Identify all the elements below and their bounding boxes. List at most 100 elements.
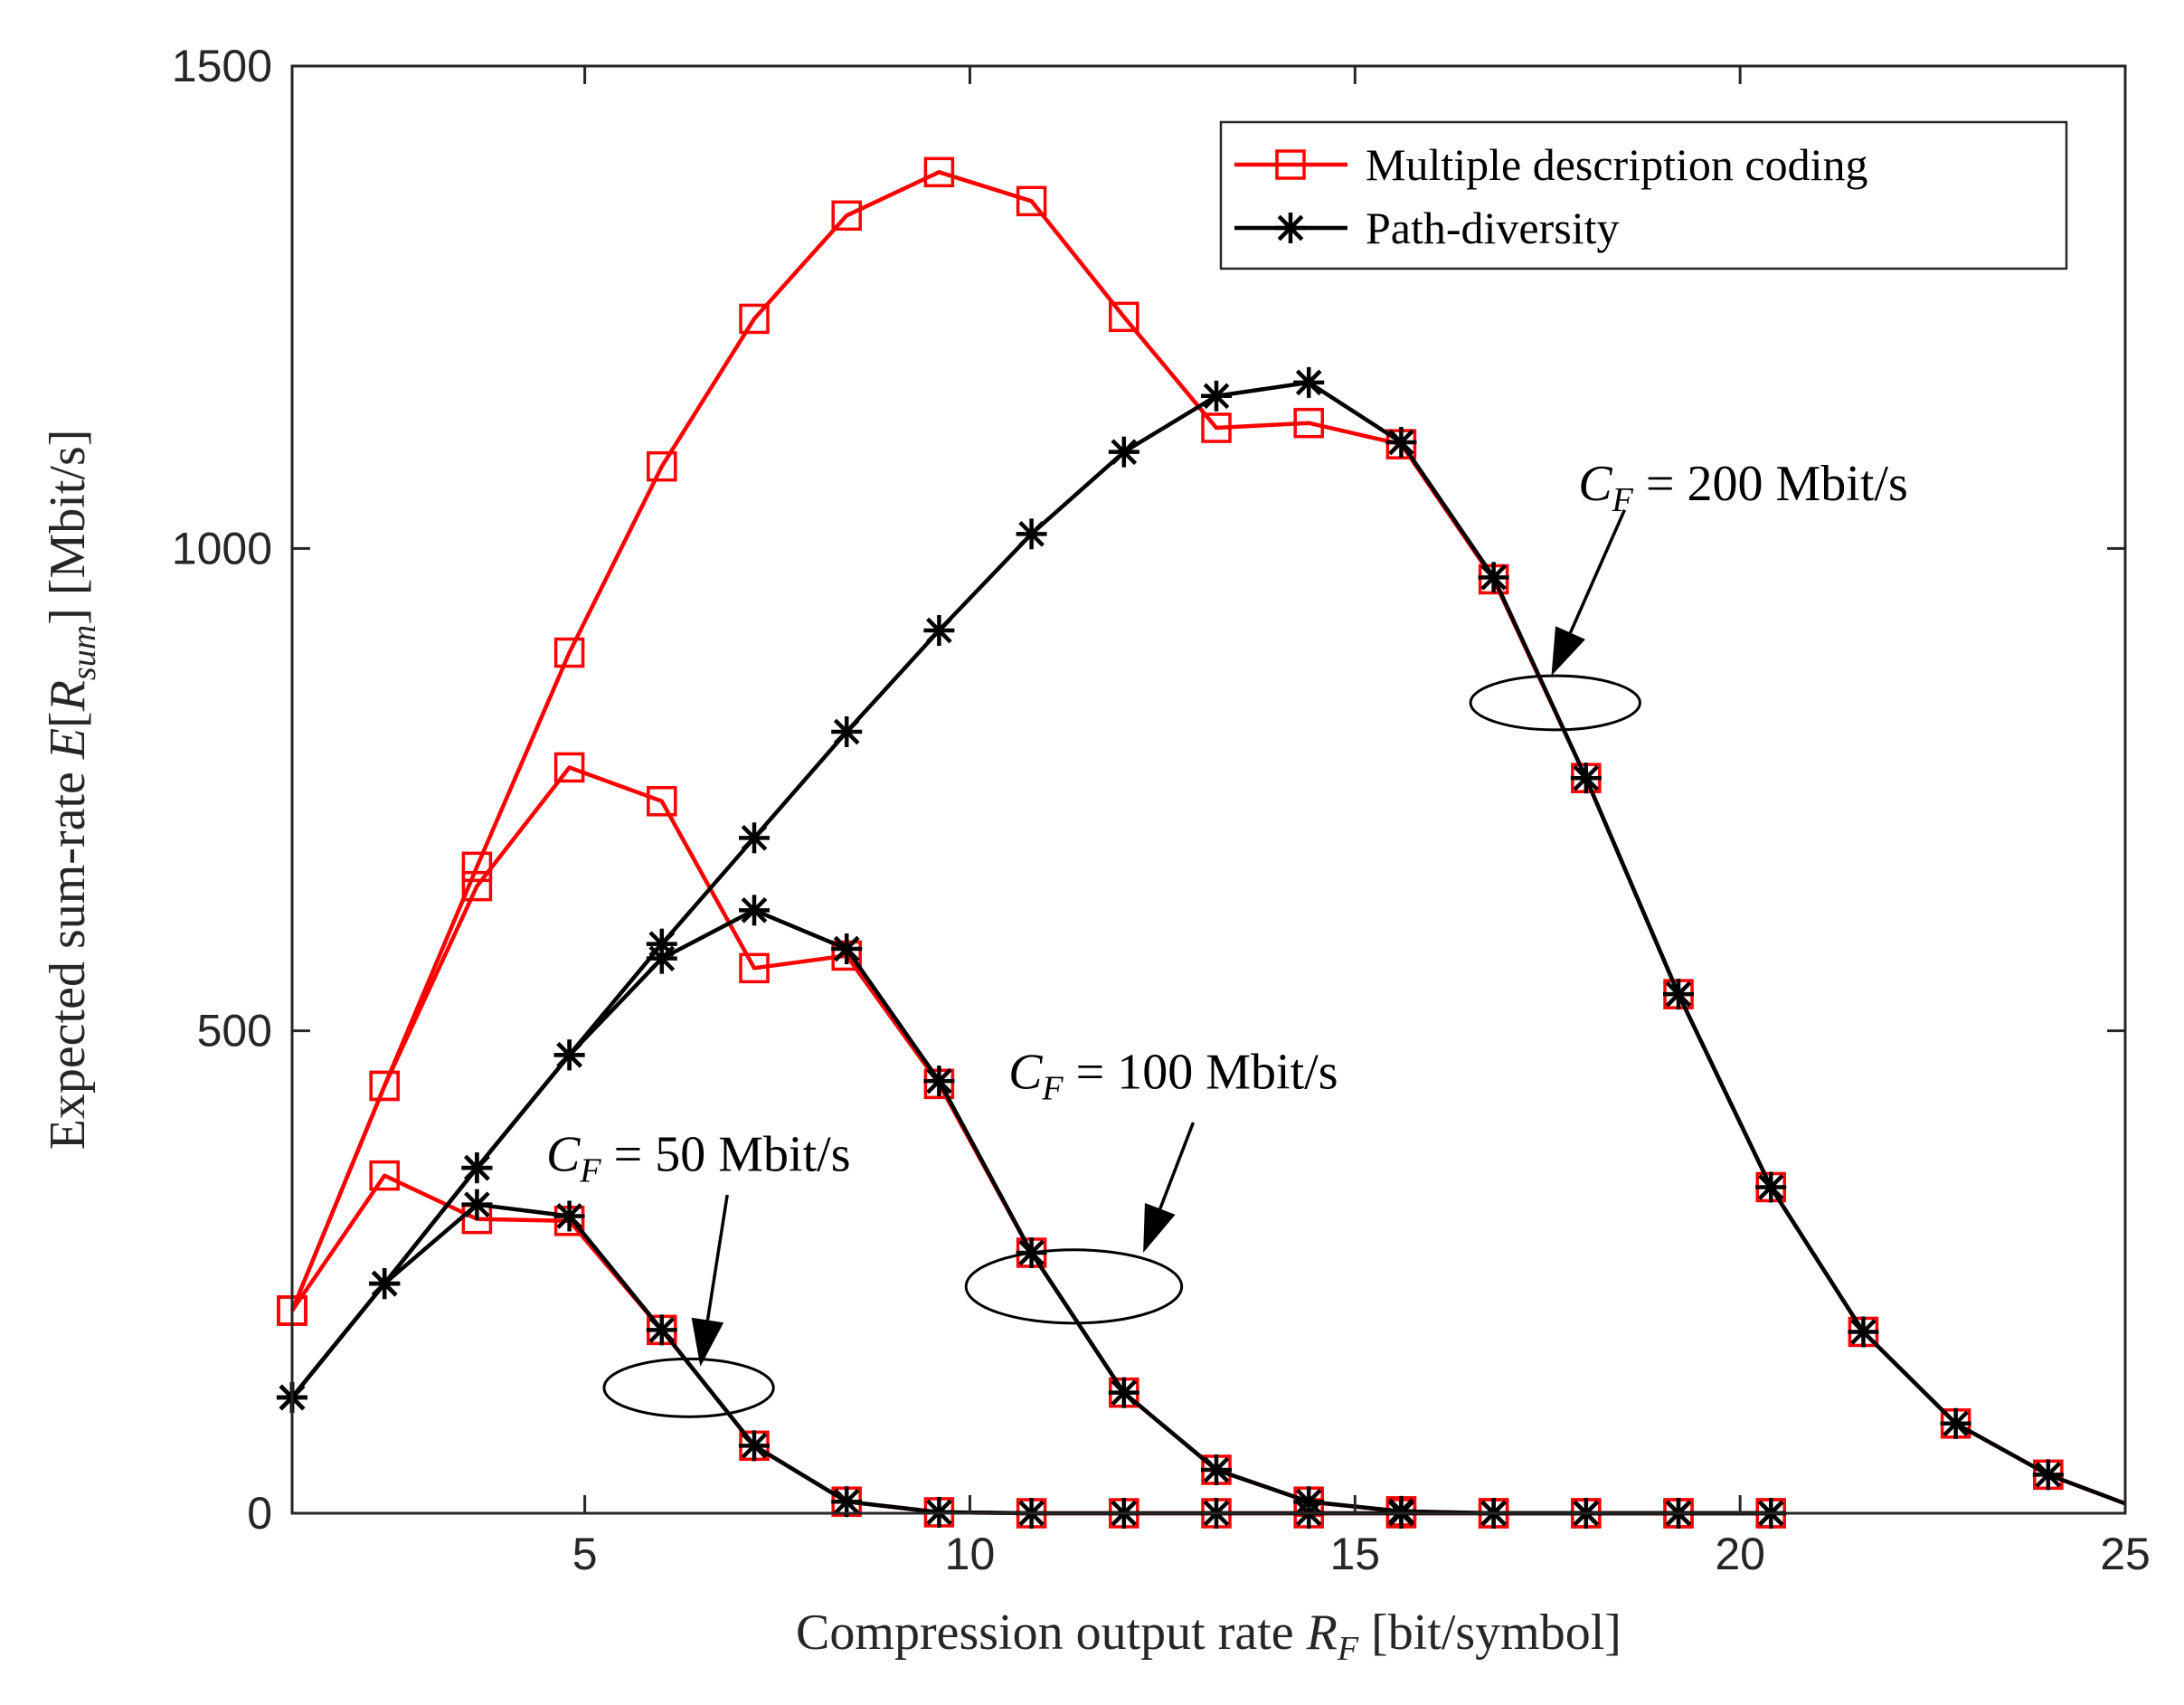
data-point xyxy=(2032,1459,2064,1491)
asterisk-stroke xyxy=(2035,1461,2062,1488)
data-point xyxy=(646,1314,677,1346)
data-point xyxy=(461,1189,493,1220)
annotation-arrow-head xyxy=(1143,1203,1176,1253)
asterisk-stroke xyxy=(1018,520,1045,547)
annotation-arrow-head xyxy=(691,1317,724,1367)
asterisk-stroke xyxy=(371,1270,398,1297)
annotation-arrow-shaft xyxy=(705,1194,729,1321)
annotation-layer: CF = 50 Mbit/sCF = 100 Mbit/sCF = 200 Mb… xyxy=(546,456,1908,1418)
legend-entries: Multiple description coding Path-diversit… xyxy=(1234,139,1867,253)
asterisk-stroke xyxy=(1388,429,1414,456)
asterisk-stroke xyxy=(1943,1410,1969,1437)
asterisk-stroke xyxy=(464,1191,490,1218)
data-point xyxy=(923,156,955,188)
asterisk-stroke xyxy=(833,1488,860,1515)
asterisk-stroke xyxy=(1295,369,1322,396)
y-axis-label-close: ] xyxy=(40,608,96,625)
data-point xyxy=(1109,301,1139,333)
data-point xyxy=(1478,562,1509,593)
data-point xyxy=(739,822,771,854)
y-tick-label: 1000 xyxy=(172,523,272,573)
asterisk-stroke xyxy=(1480,564,1507,591)
annotation-symbol: C xyxy=(546,1126,581,1182)
x-axis-label: Compression output rate RF [bit/symbol] xyxy=(796,1605,1621,1668)
y-axis-label: Expected sum-rate E[Rsum] [Mbit/s] xyxy=(40,430,103,1151)
annotation-arrow-head xyxy=(1551,626,1585,677)
annotation-value: 50 Mbit/s xyxy=(655,1126,850,1182)
annotation-50mbit: CF = 50 Mbit/s xyxy=(546,1126,850,1418)
asterisk-stroke xyxy=(1203,1456,1230,1483)
x-tick-label: 20 xyxy=(1715,1529,1765,1579)
asterisk-stroke xyxy=(1665,980,1692,1008)
data-point xyxy=(739,303,770,335)
y-axis-label-open: [ xyxy=(40,711,96,728)
asterisk-stroke xyxy=(1573,764,1600,791)
data-point xyxy=(553,637,585,668)
annotation-equals: = xyxy=(601,1126,656,1182)
data-point xyxy=(831,933,863,964)
data-point xyxy=(369,1268,401,1300)
asterisk-stroke xyxy=(648,1316,676,1343)
data-point xyxy=(1201,412,1232,443)
y-axis-label-subscript: sum xyxy=(65,625,103,680)
data-point xyxy=(739,1430,771,1462)
data-point xyxy=(1385,1495,1417,1527)
asterisk-stroke xyxy=(741,824,768,851)
data-point xyxy=(647,786,677,817)
x-tick-label: 10 xyxy=(945,1529,996,1579)
asterisk-stroke xyxy=(1295,1488,1322,1515)
annotation-ellipse xyxy=(1469,674,1641,732)
data-point xyxy=(369,1160,400,1191)
data-point xyxy=(739,895,771,926)
asterisk-stroke xyxy=(556,1203,582,1229)
y-axis-label-inner: R xyxy=(40,680,96,712)
annotation-200mbit: CF = 200 Mbit/s xyxy=(1469,456,1908,732)
annotation-100mbit: CF = 100 Mbit/s xyxy=(964,1045,1338,1325)
data-point xyxy=(1385,427,1417,458)
asterisk-stroke xyxy=(1850,1319,1877,1345)
legend-entry-mdc: Multiple description coding xyxy=(1234,139,1867,190)
data-point xyxy=(553,1039,585,1071)
y-axis-label-symbol: E xyxy=(40,728,96,760)
asterisk-stroke xyxy=(1203,383,1230,410)
annotation-subscript: F xyxy=(579,1151,601,1189)
asterisk-stroke xyxy=(648,931,676,958)
data-point xyxy=(1201,1454,1233,1485)
x-tick-label: 25 xyxy=(2100,1529,2151,1579)
legend-marker xyxy=(1275,213,1306,243)
annotation-equals: = xyxy=(1064,1045,1118,1101)
x-axis-label-subscript: F xyxy=(1337,1630,1359,1668)
data-point xyxy=(647,450,677,482)
data-point xyxy=(1016,518,1047,550)
x-axis-label-symbol: R xyxy=(1306,1605,1338,1661)
asterisk-stroke xyxy=(556,1041,582,1068)
legend-entry-path-diversity: Path-diversity xyxy=(1234,203,1620,253)
asterisk-stroke xyxy=(1757,1174,1784,1200)
data-point xyxy=(923,1066,955,1097)
annotation-value: 200 Mbit/s xyxy=(1687,456,1907,512)
annotation-value: 100 Mbit/s xyxy=(1117,1045,1338,1101)
annotation-label: CF = 50 Mbit/s xyxy=(546,1126,850,1189)
data-point xyxy=(923,615,955,646)
data-point xyxy=(1293,366,1325,398)
tick-layer: 5 10 15 20 25 0 500 1000 1500 xyxy=(172,41,2151,1579)
x-axis-label-suffix: [bit/symbol] xyxy=(1358,1605,1621,1661)
y-tick-label: 1500 xyxy=(172,41,272,91)
x-tick-label: 15 xyxy=(1330,1529,1381,1579)
data-point xyxy=(831,200,862,232)
data-point xyxy=(1293,1486,1325,1518)
annotation-equals: = xyxy=(1633,456,1688,512)
asterisk-stroke xyxy=(1388,1498,1414,1525)
data-point xyxy=(461,851,493,883)
legend: Multiple description coding Path-diversit… xyxy=(1219,120,2068,270)
y-tick-label: 0 xyxy=(247,1488,272,1539)
y-axis-label-prefix: Expected sum-rate xyxy=(40,759,96,1150)
data-point xyxy=(1848,1316,1879,1348)
annotation-ellipse xyxy=(964,1248,1184,1325)
asterisk-stroke xyxy=(741,1432,768,1459)
data-point xyxy=(1570,763,1602,794)
annotation-symbol: C xyxy=(1578,456,1612,512)
asterisk-stroke xyxy=(833,718,860,745)
